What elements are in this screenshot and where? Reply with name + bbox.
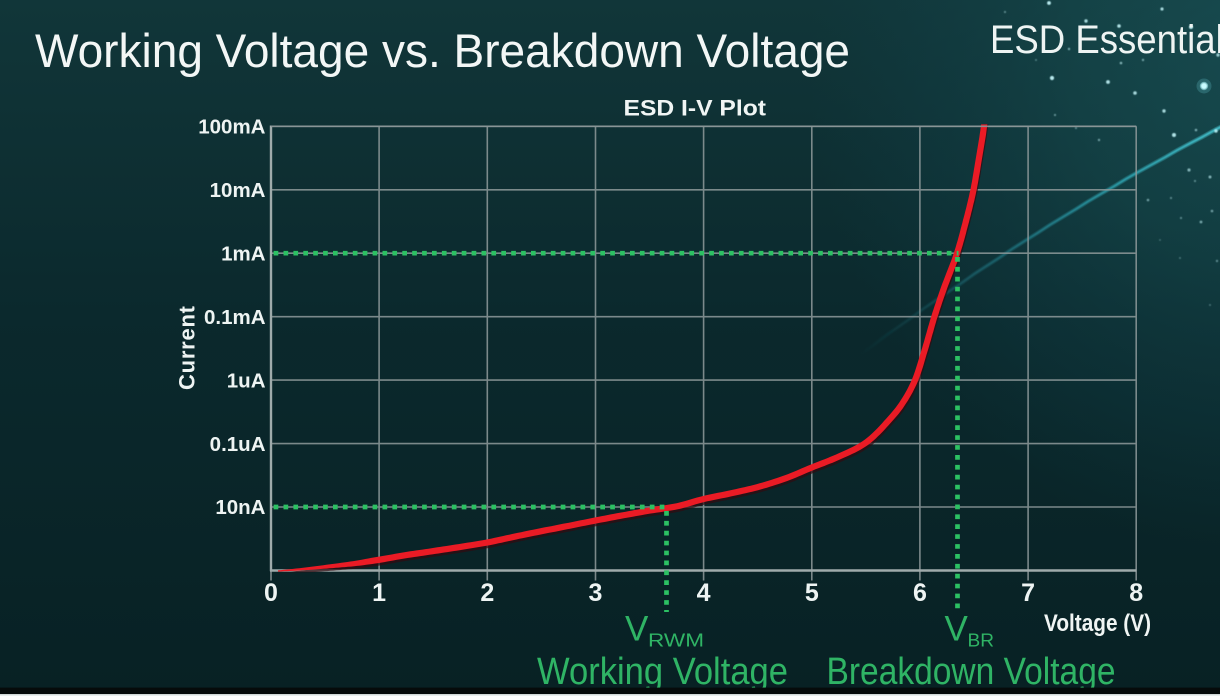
svg-text:6: 6 — [913, 579, 927, 607]
svg-text:V: V — [625, 610, 649, 649]
svg-text:Voltage (V): Voltage (V) — [1044, 610, 1151, 637]
svg-text:100mA: 100mA — [198, 116, 265, 139]
svg-text:10nA: 10nA — [215, 496, 265, 519]
svg-text:8: 8 — [1129, 579, 1143, 607]
svg-text:1uA: 1uA — [227, 369, 266, 392]
svg-text:BR: BR — [968, 630, 995, 651]
svg-text:0: 0 — [264, 579, 278, 607]
svg-text:RWM: RWM — [648, 630, 704, 651]
svg-text:0.1uA: 0.1uA — [210, 433, 266, 456]
svg-text:ESD I-V Plot: ESD I-V Plot — [624, 96, 767, 121]
svg-text:1mA: 1mA — [221, 242, 266, 265]
svg-text:Working Voltage: Working Voltage — [537, 651, 788, 693]
svg-text:2: 2 — [480, 579, 494, 607]
svg-text:5: 5 — [805, 579, 819, 607]
svg-text:Breakdown Voltage: Breakdown Voltage — [827, 651, 1116, 693]
svg-text:Current: Current — [175, 305, 200, 390]
svg-text:Working Voltage vs. Breakdown: Working Voltage vs. Breakdown Voltage — [35, 24, 850, 77]
svg-text:0.1mA: 0.1mA — [204, 306, 266, 329]
svg-text:ESD Essentials: ESD Essentials — [990, 18, 1220, 62]
svg-text:1: 1 — [372, 579, 386, 607]
svg-text:7: 7 — [1021, 579, 1035, 607]
svg-text:3: 3 — [589, 579, 603, 607]
svg-text:4: 4 — [697, 579, 711, 607]
svg-text:V: V — [945, 610, 969, 649]
svg-text:10mA: 10mA — [210, 179, 266, 202]
